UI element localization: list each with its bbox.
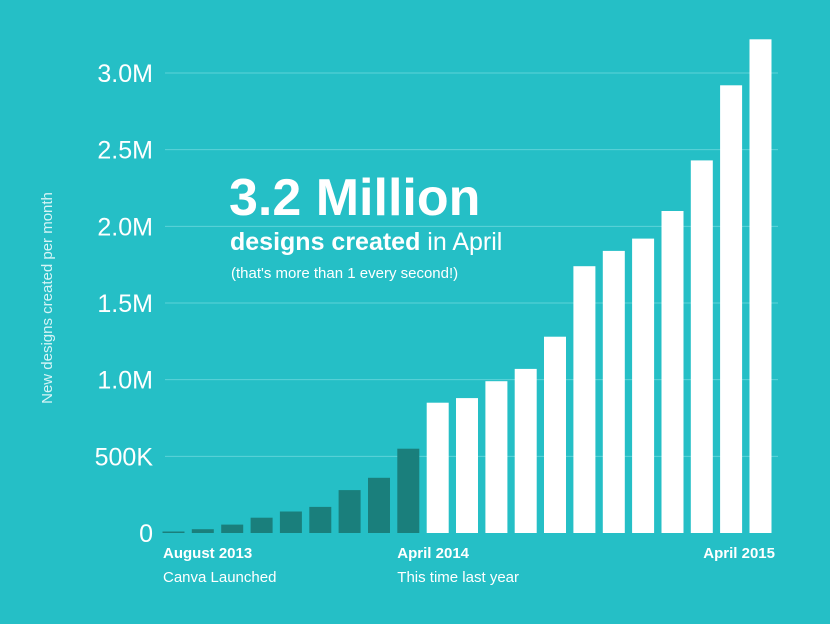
bar-may-2014	[426, 402, 449, 533]
headline-subtitle: designs created in April	[230, 228, 502, 256]
bar-dec-2014	[632, 238, 655, 533]
bar-aug-2014	[514, 368, 537, 533]
y-axis-ticks: 0 500K 1.0M 1.5M 2.0M 2.5M 3.0M	[95, 60, 154, 548]
headline-subtitle-rest: in April	[420, 228, 502, 256]
bar-mar-2014	[368, 477, 390, 533]
x-annotation-title-1: April 2014	[397, 545, 469, 562]
y-tick-label-1: 500K	[95, 443, 154, 471]
x-annotation-title-0: August 2013	[163, 545, 252, 562]
x-annotation-subtitle-1: This time last year	[397, 569, 519, 586]
bar-jan-2014	[309, 506, 332, 533]
y-axis-label: New designs created per month	[39, 192, 56, 404]
headline-subtitle-bold: designs created	[230, 228, 420, 256]
bar-jun-2014	[456, 398, 478, 533]
bar-sep-2014	[544, 336, 566, 533]
y-tick-label-5: 2.5M	[97, 137, 153, 165]
bar-mar-2015	[720, 85, 743, 534]
bar-oct-2013	[221, 524, 244, 533]
bar-apr-2014	[397, 448, 420, 533]
bar-dec-2013	[279, 511, 302, 533]
y-tick-label-3: 1.5M	[97, 290, 153, 318]
headline-note: (that's more than 1 every second!)	[231, 265, 458, 282]
x-annotation-title-2: April 2015	[703, 545, 775, 562]
bar-nov-2014	[602, 250, 625, 533]
bar-apr-2015	[749, 39, 772, 534]
bars	[162, 39, 772, 534]
y-tick-label-6: 3.0M	[97, 60, 153, 88]
x-annotations: August 2013 Canva Launched April 2014 This …	[163, 545, 775, 586]
bar-feb-2015	[690, 160, 713, 533]
bar-feb-2014	[338, 490, 361, 533]
bar-sep-2013	[191, 529, 214, 533]
y-tick-label-0: 0	[139, 520, 153, 548]
bar-jul-2014	[485, 381, 508, 533]
x-annotation-subtitle-0: Canva Launched	[163, 569, 276, 586]
bar-nov-2013	[250, 517, 273, 533]
y-tick-label-2: 1.0M	[97, 367, 153, 395]
headline-number: 3.2 Million	[229, 169, 480, 227]
bar-oct-2014	[573, 266, 596, 533]
bar-aug-2013	[162, 531, 185, 533]
bar-jan-2015	[661, 211, 684, 533]
y-tick-label-4: 2.0M	[97, 213, 153, 241]
